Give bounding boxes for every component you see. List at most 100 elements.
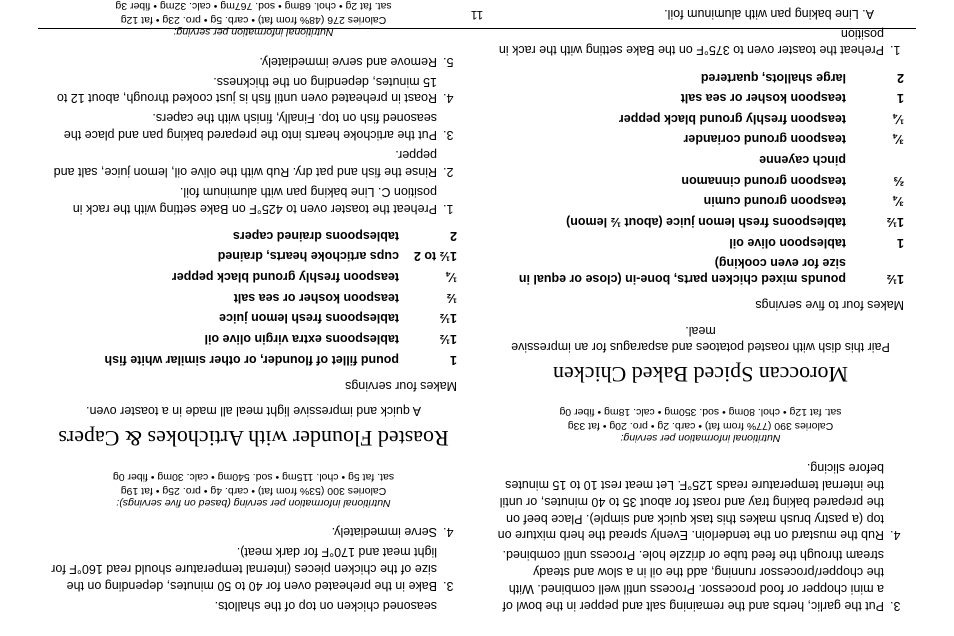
step-text: Put the garlic, herbs and the remaining … (497, 547, 884, 615)
ingredient-row: 1½pounds mixed chicken parts, bone-in (c… (497, 252, 904, 288)
ing-qty: 1 (846, 87, 904, 108)
ing-qty: ¼ (846, 108, 904, 129)
nutri-line: sat. fat 5g • chol. 115mg • sod. 540mg •… (50, 469, 457, 483)
ingredient-row: ⅔teaspoon ground cinnamon (497, 170, 904, 191)
step-num: 1. (437, 183, 457, 217)
steps-top: 3.Put the garlic, herbs and the remainin… (497, 456, 904, 614)
step: 4.Serve immediately. (50, 524, 457, 541)
step: 2.Put the chicken in a large mixing bowl… (497, 0, 904, 2)
ing-qty: ½ (399, 287, 457, 308)
ing-text: pounds mixed chicken parts, bone-in (clo… (497, 252, 846, 288)
ingredient-row: ¾teaspoon ground cumin (497, 190, 904, 211)
ing-qty: 1½ (846, 211, 904, 232)
ing-text: teaspoon ground coriander (497, 128, 846, 149)
recipe-sub: Pair this dish with roasted potatoes and… (497, 322, 904, 355)
ing-qty: 1½ (399, 307, 457, 328)
left-column: 3.Put the garlic, herbs and the remainin… (477, 0, 916, 614)
ingredient-row: 1½tablespoons fresh lemon juice (50, 307, 457, 328)
step: 3.Put the artichoke hearts into the prep… (50, 109, 457, 143)
step-text: Rinse the fish and pat dry. Rub with the… (50, 146, 437, 180)
ing-text: teaspoon freshly ground black pepper (497, 108, 846, 129)
step-num: 2. (884, 0, 904, 2)
step-text: Roast in preheated oven until fish is ju… (50, 73, 437, 107)
ing-qty: 1 (399, 348, 457, 369)
ing-text: large shallots, quartered (497, 66, 846, 87)
nutri-head: Nutritional information per serving: (497, 432, 904, 444)
ing-qty: ¼ (399, 266, 457, 287)
step-num: 3. (884, 547, 904, 615)
step-num: 3. (437, 109, 457, 143)
ing-text: tablespoon olive oil (497, 231, 846, 252)
step-num: 4. (884, 459, 904, 543)
ing-text: teaspoon ground cumin (497, 190, 846, 211)
ing-qty: 2 (399, 225, 457, 246)
ing-qty: ¾ (846, 128, 904, 149)
page: 3.Put the garlic, herbs and the remainin… (0, 0, 954, 636)
ing-text: teaspoon ground cinnamon (497, 170, 846, 191)
nutri-line: Calories 300 (53% from fat) • carb. 4g •… (50, 483, 457, 497)
step-text: Serve immediately. (50, 524, 437, 541)
ingredient-row: ¼teaspoon freshly ground black pepper (50, 266, 457, 287)
step-num: 3. (437, 544, 457, 595)
ing-text: tablespoons drained capers (50, 225, 399, 246)
steps-bottom: 1.Preheat the toaster oven to 425°F on B… (50, 50, 457, 217)
ingredient-row: 1½tablespoons fresh lemon juice (about ½… (497, 211, 904, 232)
nutri-line: Calories 390 (77% from fat) • carb. 2g •… (497, 418, 904, 432)
servings: Makes four servings (50, 379, 457, 393)
step-text: Put the artichoke hearts into the prepar… (50, 109, 437, 143)
footer-rule (38, 28, 916, 29)
ing-qty: ⅔ (846, 170, 904, 191)
ingredients-table: 1pound fillet of flounder, or other simi… (50, 225, 457, 369)
step: 1.Preheat the toaster oven to 425°F on B… (50, 183, 457, 217)
ingredient-row: 1½tablespoons extra virgin olive oil (50, 328, 457, 349)
ingredient-row: ½teaspoon kosher or sea salt (50, 287, 457, 308)
step-num: 4. (437, 524, 457, 541)
page-number: 11 (0, 8, 954, 22)
recipe-title: Roasted Flounder with Artichokes & Caper… (50, 425, 457, 451)
ing-text: teaspoon kosher or sea salt (497, 87, 846, 108)
ing-qty: ¾ (846, 190, 904, 211)
step-text: Preheat the toaster oven to 425°F on Bak… (50, 183, 437, 217)
recipe-title: Moroccan Spiced Baked Chicken (497, 361, 904, 387)
recipe-sub: A quick and impressive light meal all ma… (50, 403, 457, 419)
nutri-head: Nutritional information per serving (bas… (50, 497, 457, 509)
ingredient-row: ¼teaspoon freshly ground black pepper (497, 108, 904, 129)
ingredient-row: 1½ to 2cups artichoke hearts, drained (50, 245, 457, 266)
ingredient-row: 1teaspoon kosher or sea salt (497, 87, 904, 108)
ingredient-row: 1pound fillet of flounder, or other simi… (50, 348, 457, 369)
ing-text: pound fillet of flounder, or other simil… (50, 348, 399, 369)
ing-text: tablespoons fresh lemon juice (about ½ l… (497, 211, 846, 232)
servings: Makes four to five servings (497, 298, 904, 312)
ing-text: tablespoons extra virgin olive oil (50, 328, 399, 349)
step: 1.Preheat the toaster oven to 375°F on t… (497, 25, 904, 59)
ingredient-row: ¾teaspoon ground coriander (497, 128, 904, 149)
step: 5.Remove and serve immediately. (50, 53, 457, 70)
ing-qty: 1½ (399, 328, 457, 349)
steps-top: seasoned chicken on top of the shallots.… (50, 521, 457, 614)
ing-qty: 1½ to 2 (399, 245, 457, 266)
step-num: 1. (884, 25, 904, 59)
right-column: seasoned chicken on top of the shallots.… (38, 0, 477, 614)
ing-text: pinch cayenne (497, 149, 846, 170)
ing-qty: 2 (846, 66, 904, 87)
ingredient-row: pinch cayenne (497, 149, 904, 170)
ing-qty: 1 (846, 231, 904, 252)
ing-text: tablespoons fresh lemon juice (50, 307, 399, 328)
ing-text: teaspoon kosher or sea salt (50, 287, 399, 308)
step-continuation: seasoned chicken on top of the shallots. (50, 597, 457, 614)
step: 2.Rinse the fish and pat dry. Rub with t… (50, 146, 457, 180)
step: 4.Roast in preheated oven until fish is … (50, 73, 457, 107)
ing-qty: 1½ (846, 252, 904, 288)
step-num: 5. (437, 53, 457, 70)
nutri-line: sat. fat 12g • chol. 80mg • sod. 350mg •… (497, 405, 904, 419)
step-num: 4. (437, 73, 457, 107)
ingredient-row: 2large shallots, quartered (497, 66, 904, 87)
ing-text: cups artichoke hearts, drained (50, 245, 399, 266)
step-text: Preheat the toaster oven to 375°F on the… (497, 25, 884, 59)
step-text: Put the chicken in a large mixing bowl a… (497, 0, 884, 2)
ing-text: teaspoon freshly ground black pepper (50, 266, 399, 287)
step: 3.Bake in the preheated oven for 40 to 5… (50, 544, 457, 595)
ing-qty (846, 149, 904, 170)
step: 3.Put the garlic, herbs and the remainin… (497, 547, 904, 615)
step-text: Bake in the preheated oven for 40 to 50 … (50, 544, 437, 595)
